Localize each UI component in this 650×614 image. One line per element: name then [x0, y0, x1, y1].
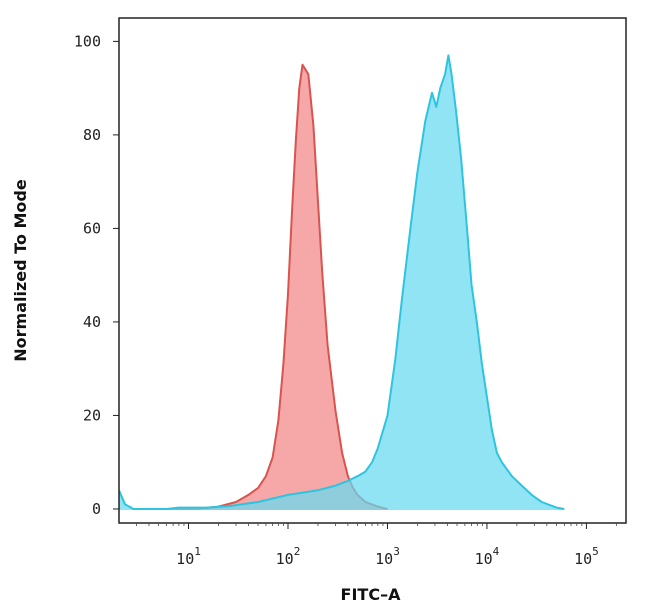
plot-area: [119, 54, 565, 511]
histogram-area-2: [119, 55, 565, 511]
x-axis-title: FITC–A: [341, 585, 402, 604]
y-tick-label: 20: [83, 406, 101, 424]
y-tick-label: 80: [83, 126, 101, 144]
x-axis: 101 102 103 104 105: [136, 523, 617, 568]
plot-frame: [118, 17, 627, 524]
y-axis: 0 20 40 60 80 100: [74, 32, 119, 518]
y-tick-label: 40: [83, 313, 101, 331]
x-tick-label: 105: [574, 545, 599, 568]
histogram-outline-2: [119, 54, 565, 510]
x-tick-label: 102: [276, 545, 301, 568]
y-tick-label: 60: [83, 219, 101, 237]
histogram-area-1: [158, 64, 388, 511]
x-tick-label: 103: [375, 545, 400, 568]
y-axis-title: Normalized To Mode: [11, 179, 30, 362]
y-tick-label: 100: [74, 32, 101, 50]
x-tick-label: 101: [176, 545, 201, 568]
x-tick-label: 104: [475, 545, 500, 568]
y-tick-label: 0: [92, 500, 101, 518]
histogram-outline-1: [158, 63, 388, 510]
